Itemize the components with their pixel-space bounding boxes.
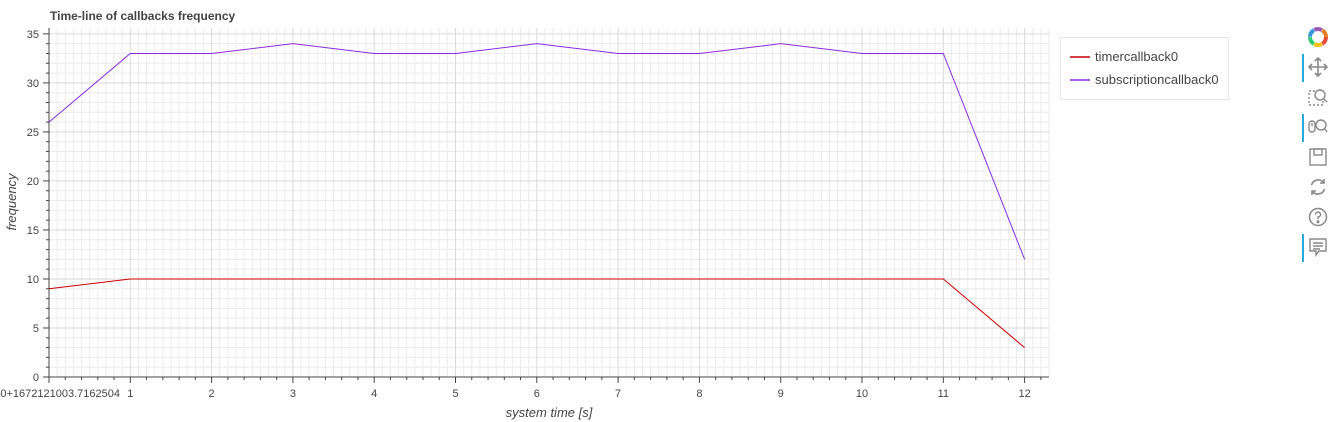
y-tick-label: 0 (33, 372, 39, 384)
save-icon[interactable] (1302, 142, 1332, 172)
y-tick-label: 25 (27, 127, 39, 139)
x-tick-label: 11 (938, 388, 949, 400)
x-tick-label: 7 (615, 388, 621, 400)
box-zoom-icon[interactable] (1302, 82, 1332, 112)
y-tick-label: 10 (27, 274, 39, 286)
series-line-subscriptioncallback0 (48, 43, 1026, 260)
x-tick-label: 12 (1018, 388, 1030, 400)
grid (49, 28, 1050, 377)
legend: timercallback0 subscriptioncallback0 (1060, 37, 1229, 100)
x-tick-label: 4 (371, 388, 377, 400)
x-tick-label: 3 (290, 388, 296, 400)
y-tick-label: 35 (27, 29, 39, 41)
help-icon[interactable] (1302, 202, 1332, 232)
x-tick-label: 6 (534, 388, 540, 400)
wheel-zoom-icon[interactable] (1302, 112, 1332, 142)
x-tick-label: 1 (127, 388, 133, 400)
y-axis-label: frequency (4, 172, 19, 231)
chart-title: Time-line of callbacks frequency (50, 9, 236, 23)
x-axis-label: system time [s] (506, 405, 593, 420)
y-tick-label: 30 (27, 78, 39, 90)
y-tick-label: 20 (27, 176, 39, 188)
reset-icon[interactable] (1302, 172, 1332, 202)
x-tick-label: 10 (856, 388, 868, 400)
hover-icon[interactable] (1302, 232, 1332, 262)
x-tick-label: 2 (209, 388, 215, 400)
toolbar (1302, 22, 1332, 272)
x-tick-label: 8 (696, 388, 702, 400)
legend-label: timercallback0 (1095, 49, 1178, 64)
series-line-timercallback0 (48, 278, 1025, 348)
series-lines (48, 43, 1026, 348)
legend-box (1060, 37, 1229, 100)
x-tick-label: 9 (778, 388, 784, 400)
x-tick-label: 5 (452, 388, 458, 400)
x-tick-label: 0+1672121003.7162504 (0, 388, 120, 400)
pan-icon[interactable] (1302, 52, 1332, 82)
bokeh-logo-icon[interactable] (1302, 22, 1332, 52)
y-tick-label: 15 (27, 225, 39, 237)
y-tick-label: 5 (33, 323, 39, 335)
legend-label: subscriptioncallback0 (1095, 72, 1219, 87)
